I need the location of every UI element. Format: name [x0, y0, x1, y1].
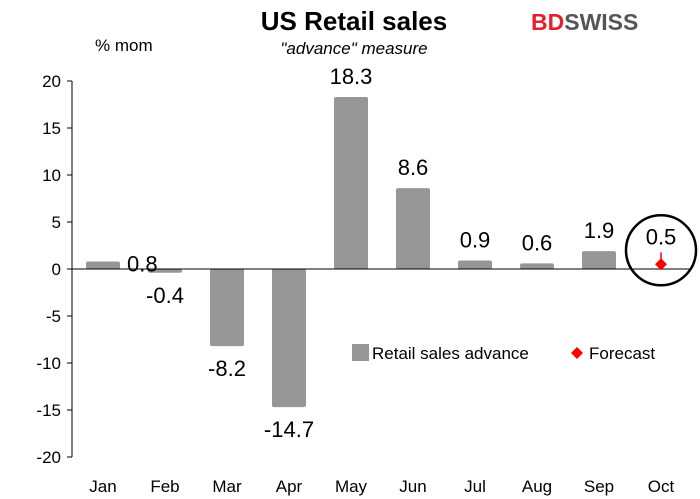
- bar-jun: [396, 188, 430, 269]
- legend: Retail sales advance Forecast: [352, 344, 655, 363]
- forecast-highlight-circle: [624, 214, 698, 287]
- bars: [86, 96, 616, 408]
- bar-mar: [210, 269, 244, 347]
- x-tick-label: Jul: [464, 477, 486, 496]
- y-tick-label: -5: [46, 307, 61, 326]
- forecast-data-label: 0.5: [646, 224, 677, 249]
- y-tick-label: 5: [52, 213, 61, 232]
- data-label-may: 18.3: [330, 64, 373, 89]
- y-tick-label: -10: [36, 354, 61, 373]
- x-tick-label: Jan: [89, 477, 116, 496]
- brand-logo-part1: BD: [531, 9, 564, 35]
- bar-aug: [520, 263, 554, 269]
- y-tick-label: -20: [36, 448, 61, 467]
- x-tick-label: Aug: [522, 477, 552, 496]
- x-axis: Jan Feb Mar Apr May Jun Jul Aug Sep Oct: [89, 477, 674, 496]
- data-label-sep: 1.9: [584, 218, 615, 243]
- brand-logo: BDSWISS: [531, 9, 638, 35]
- legend-label-forecast: Forecast: [589, 344, 655, 363]
- x-tick-label: Apr: [276, 477, 303, 496]
- bar-feb: [148, 269, 182, 273]
- x-tick-label: Mar: [212, 477, 242, 496]
- bar-jul: [458, 260, 492, 269]
- chart-title: US Retail sales: [261, 6, 447, 36]
- bar-sep: [582, 251, 616, 269]
- bar-apr: [272, 269, 306, 408]
- x-tick-label: Jun: [399, 477, 426, 496]
- bar-jan: [86, 261, 120, 269]
- legend-label-retail: Retail sales advance: [372, 344, 529, 363]
- y-tick-label: 0: [52, 260, 61, 279]
- data-label-jun: 8.6: [398, 155, 429, 180]
- y-tick-label: 15: [42, 119, 61, 138]
- y-axis: -20 -15 -10 -5 0 5 10 15 20: [36, 72, 73, 467]
- y-tick-label: 20: [42, 72, 61, 91]
- legend-forecast-diamond: [571, 347, 583, 359]
- x-tick-label: Oct: [648, 477, 675, 496]
- chart-subtitle: "advance" measure: [280, 39, 427, 58]
- brand-logo-part2: SWISS: [564, 9, 638, 35]
- forecast-marker: [655, 258, 667, 271]
- data-label-feb: -0.4: [146, 283, 184, 308]
- x-tick-label: Feb: [150, 477, 179, 496]
- data-label-jan: 0.8: [127, 251, 158, 276]
- x-tick-label: Sep: [584, 477, 614, 496]
- bar-may: [334, 96, 368, 269]
- forecast-series: 0.5: [624, 214, 698, 287]
- y-tick-label: -15: [36, 401, 61, 420]
- data-label-aug: 0.6: [522, 230, 553, 255]
- legend-bar-swatch: [352, 344, 369, 361]
- x-tick-label: May: [335, 477, 368, 496]
- data-label-jul: 0.9: [460, 228, 491, 253]
- data-labels: 0.8 -0.4 -8.2 -14.7 18.3 8.6 0.9 0.6 1.9: [127, 64, 614, 442]
- data-label-apr: -14.7: [264, 417, 314, 442]
- data-label-mar: -8.2: [208, 356, 246, 381]
- y-axis-label: % mom: [95, 36, 153, 55]
- y-tick-label: 10: [42, 166, 61, 185]
